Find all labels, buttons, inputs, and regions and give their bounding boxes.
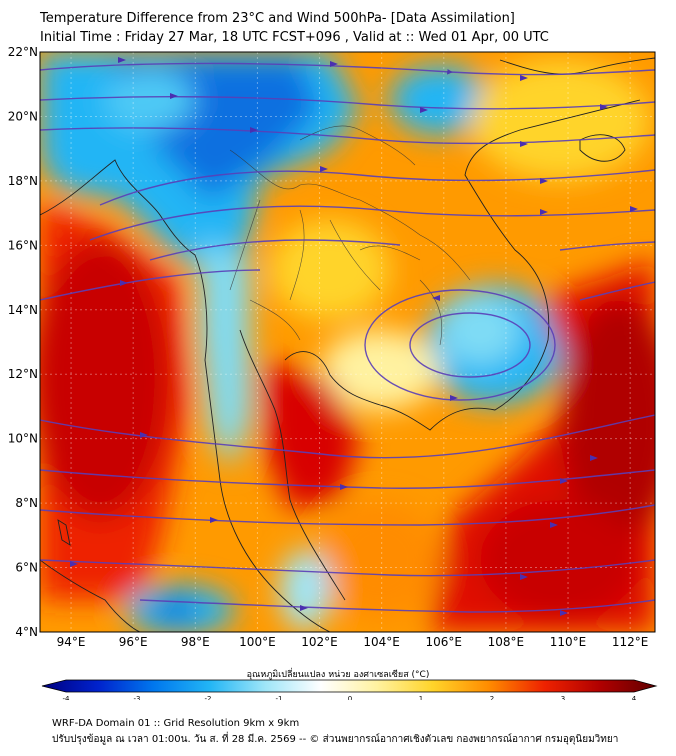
lon-label: 96°E (119, 635, 148, 649)
lat-label: 14°N (8, 303, 38, 317)
lon-label: 106°E (426, 635, 463, 649)
colorbar-tick-label: 1 (419, 695, 423, 700)
colorbar-tick-label: -4 (63, 695, 71, 700)
lat-label: 12°N (8, 367, 38, 381)
lat-label: 10°N (8, 432, 38, 446)
lon-label: 112°E (612, 635, 649, 649)
lon-label: 100°E (239, 635, 276, 649)
province-borders (229, 125, 471, 346)
colorbar-tick-label: -1 (276, 695, 283, 700)
coastline-west (40, 159, 331, 632)
longitude-labels: 94°E 96°E 98°E 100°E 102°E 104°E 106°E 108°E 110… (57, 635, 649, 649)
chart-title: Temperature Difference from 23°C and Win… (40, 11, 515, 26)
map-grid (40, 52, 655, 632)
lon-label: 104°E (363, 635, 400, 649)
footer-update-info: ปรับปรุงข้อมูล ณ เวลา 01:00น. วัน ส. ที่… (52, 734, 619, 745)
colorbar-tick-label: -2 (205, 695, 212, 700)
map-frame (39, 51, 656, 633)
lon-label: 98°E (181, 635, 210, 649)
colorbar-title: อุณหภูมิเปลี่ยนแปลง หน่วย องศาเซลเซียส (… (246, 670, 430, 680)
coastline-islands (57, 519, 71, 546)
coastline-indochina (284, 99, 641, 431)
lat-label: 16°N (8, 238, 38, 252)
colorbar-tick-label: 2 (490, 695, 494, 700)
lat-label: 22°N (8, 45, 38, 59)
coastlines (40, 57, 655, 632)
colorbar-bar (41, 679, 658, 693)
colorbar-tick-label: 0 (348, 695, 352, 700)
wind-arrows (70, 57, 638, 616)
lon-label: 108°E (488, 635, 525, 649)
colorbar-tick-label: 4 (632, 695, 637, 700)
lat-label: 8°N (15, 496, 38, 510)
colorbar-tick-label: -3 (134, 695, 141, 700)
coastline-peninsula-east (239, 329, 346, 601)
lat-label: 4°N (15, 625, 38, 639)
wind-streamlines (40, 62, 655, 613)
colorbar-tick-label: 3 (561, 695, 565, 700)
coastline-china (499, 57, 655, 75)
lon-label: 102°E (301, 635, 338, 649)
coastline-sumatra (40, 559, 141, 632)
lon-label: 94°E (57, 635, 86, 649)
colorbar-ticks: -4 -3 -2 -1 0 1 2 3 4 (63, 695, 637, 700)
weather-map: 22°N 20°N 18°N 16°N 14°N 12°N 10°N 8°N 6°N 4°N 94… (8, 45, 658, 700)
lat-label: 6°N (15, 561, 38, 575)
temperature-field (40, 52, 655, 632)
chart-subtitle: Initial Time : Friday 27 Mar, 18 UTC FCS… (40, 30, 549, 45)
footer-model-info: WRF-DA Domain 01 :: Grid Resolution 9km … (52, 718, 300, 729)
latitude-labels: 22°N 20°N 18°N 16°N 14°N 12°N 10°N 8°N 6°N 4°N (8, 45, 38, 639)
lon-label: 110°E (550, 635, 587, 649)
colorbar: -4 -3 -2 -1 0 1 2 3 4 (41, 679, 658, 700)
lat-label: 20°N (8, 109, 38, 123)
lat-label: 18°N (8, 174, 38, 188)
coastline-hainan (579, 134, 626, 162)
